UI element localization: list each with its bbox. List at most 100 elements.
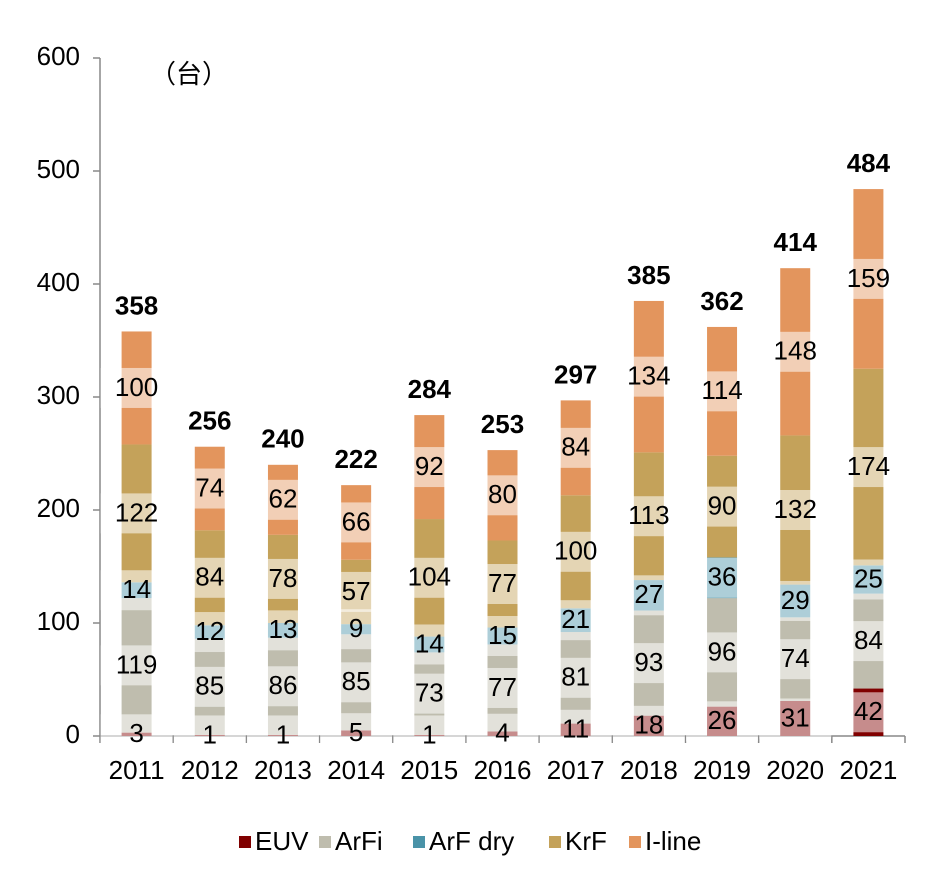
- value-label: 85: [342, 666, 371, 696]
- label-bg: [759, 698, 832, 739]
- label-bg: [466, 564, 539, 605]
- value-label: 84: [561, 432, 590, 462]
- legend-label: EUV: [255, 826, 309, 856]
- label-bg: [612, 575, 685, 616]
- value-label: 74: [781, 643, 810, 673]
- value-label: 132: [774, 494, 817, 524]
- label-bg: [832, 692, 905, 733]
- value-label: 119: [116, 649, 157, 679]
- value-label: 31: [781, 702, 810, 732]
- label-bg: [612, 496, 685, 537]
- legend-swatch: [239, 836, 251, 848]
- value-label: 1: [203, 719, 217, 749]
- label-bg: [466, 615, 539, 656]
- value-label: 159: [847, 263, 890, 293]
- value-label: 42: [854, 696, 883, 726]
- total-label: 484: [847, 148, 891, 178]
- value-label: 9: [349, 613, 363, 643]
- y-tick-label: 100: [37, 606, 80, 636]
- value-label: 27: [634, 579, 663, 609]
- label-bg: [612, 705, 685, 746]
- y-tick-label: 500: [37, 154, 80, 184]
- value-label: 66: [342, 506, 371, 536]
- legend-label: ArFi: [335, 826, 383, 856]
- value-label: 26: [708, 705, 737, 735]
- value-label: 21: [561, 604, 590, 634]
- value-label: 85: [195, 671, 224, 701]
- total-label: 284: [408, 374, 452, 404]
- label-bg: [100, 367, 173, 408]
- value-label: 18: [634, 710, 663, 740]
- label-bg: [246, 715, 319, 756]
- total-label: 414: [774, 227, 818, 257]
- x-tick-label: 2014: [327, 755, 385, 785]
- value-label: 84: [854, 625, 883, 655]
- label-bg: [466, 713, 539, 754]
- label-bg: [393, 624, 466, 665]
- total-label: 297: [554, 359, 597, 389]
- y-tick-label: 0: [66, 719, 80, 749]
- label-bg: [539, 427, 612, 468]
- value-label: 36: [708, 562, 737, 592]
- value-label: 62: [268, 484, 297, 514]
- value-label: 81: [561, 662, 590, 692]
- x-tick-label: 2013: [254, 755, 312, 785]
- x-tick-label: 2011: [109, 755, 165, 785]
- label-bg: [759, 639, 832, 680]
- value-label: 104: [408, 562, 451, 592]
- total-label: 358: [115, 290, 158, 320]
- legend-label: ArF dry: [429, 826, 514, 856]
- value-label: 13: [268, 614, 297, 644]
- value-label: 84: [195, 562, 224, 592]
- label-bg: [173, 468, 246, 509]
- value-label: 148: [774, 336, 817, 366]
- value-label: 113: [628, 500, 669, 530]
- label-bg: [539, 657, 612, 698]
- value-label: 86: [268, 670, 297, 700]
- label-bg: [320, 662, 393, 703]
- value-label: 1: [276, 719, 290, 749]
- label-bg: [686, 371, 759, 412]
- label-bg: [100, 570, 173, 611]
- label-bg: [246, 666, 319, 707]
- label-bg: [173, 557, 246, 598]
- legend-swatch: [549, 836, 561, 848]
- label-bg: [393, 557, 466, 598]
- value-label: 73: [415, 678, 444, 708]
- value-label: 25: [854, 563, 883, 593]
- label-bg: [173, 715, 246, 756]
- value-label: 11: [562, 714, 589, 744]
- label-bg: [539, 600, 612, 641]
- value-label: 78: [268, 563, 297, 593]
- label-bg: [393, 715, 466, 756]
- label-bg: [246, 558, 319, 599]
- value-label: 4: [495, 718, 509, 748]
- x-tick-label: 2019: [693, 755, 751, 785]
- value-label: 3: [129, 718, 143, 748]
- value-label: 1: [422, 719, 436, 749]
- value-label: 77: [488, 568, 517, 598]
- y-tick-label: 400: [37, 267, 80, 297]
- x-tick-label: 2012: [181, 755, 239, 785]
- value-label: 29: [781, 585, 810, 615]
- label-bg: [320, 571, 393, 612]
- label-bg: [100, 493, 173, 534]
- value-label: 92: [415, 451, 444, 481]
- value-label: 12: [195, 616, 224, 646]
- x-tick-label: 2016: [474, 755, 532, 785]
- label-bg: [173, 666, 246, 707]
- label-bg: [759, 331, 832, 372]
- label-bg: [466, 667, 539, 708]
- label-bg: [320, 713, 393, 754]
- value-label: 14: [415, 628, 444, 658]
- y-tick-label: 300: [37, 380, 80, 410]
- value-label: 77: [488, 672, 517, 702]
- x-tick-label: 2018: [620, 755, 678, 785]
- x-tick-label: 2021: [839, 755, 897, 785]
- label-bg: [832, 447, 905, 488]
- y-tick-label: 600: [37, 41, 80, 71]
- label-bg: [539, 709, 612, 750]
- label-bg: [320, 609, 393, 650]
- legend-label: I-line: [645, 826, 701, 856]
